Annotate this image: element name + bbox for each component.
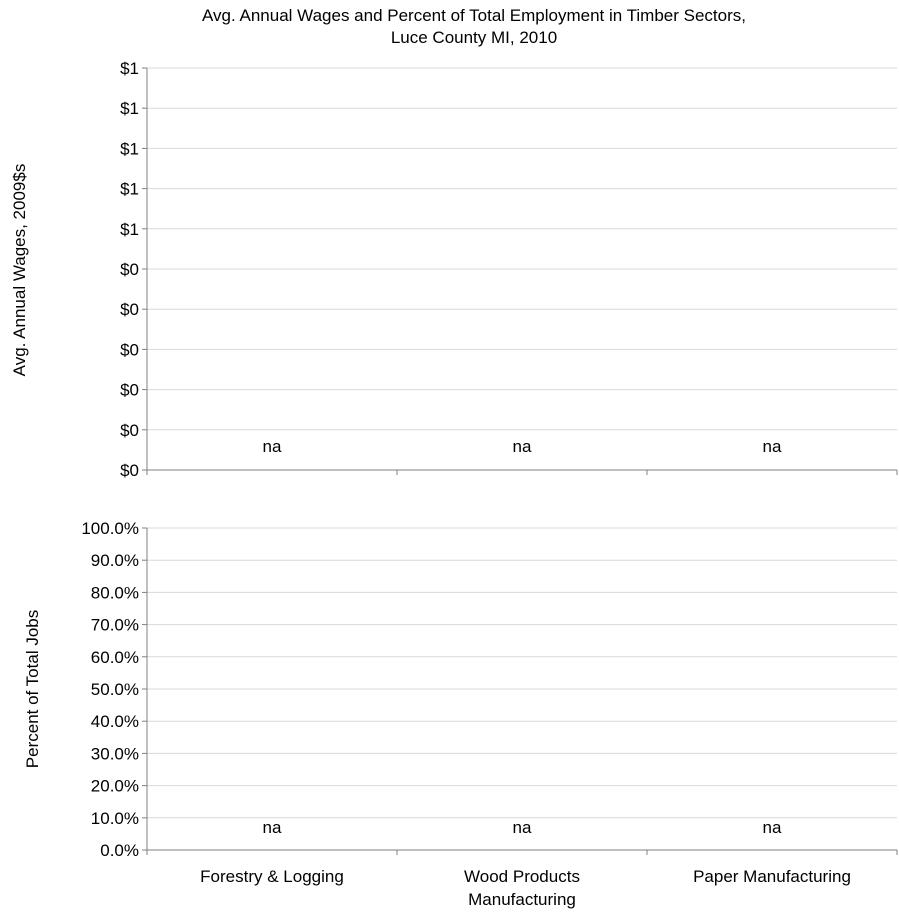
jobs-y-tick-label: 90.0% [91, 551, 139, 570]
jobs-panel: 0.0% 10.0% 20.0% 30.0% 40.0% 50.0% 60.0% 70.0% 8… [23, 519, 898, 909]
category-label: Wood Products [464, 867, 580, 886]
wages-y-tick-label: $1 [120, 139, 139, 158]
jobs-y-tick-label: 80.0% [91, 583, 139, 602]
jobs-y-tick-label: 20.0% [91, 777, 139, 796]
jobs-y-tick-labels: 0.0% 10.0% 20.0% 30.0% 40.0% 50.0% 60.0% 70.0% 8… [81, 519, 147, 860]
wages-data-labels: na na na [263, 437, 782, 456]
jobs-y-tick-label: 70.0% [91, 616, 139, 635]
jobs-y-tick-label: 10.0% [91, 809, 139, 828]
chart-subtitle: Luce County MI, 2010 [391, 28, 557, 47]
wages-data-label: na [763, 437, 782, 456]
jobs-data-label: na [263, 818, 282, 837]
wages-gridlines [147, 67, 897, 431]
jobs-y-tick-label: 30.0% [91, 744, 139, 763]
wages-y-axis-title: Avg. Annual Wages, 2009$s [10, 164, 29, 377]
wages-y-tick-label: $0 [120, 381, 139, 400]
wages-y-tick-label: $0 [120, 421, 139, 440]
category-label: Forestry & Logging [200, 867, 344, 886]
wages-y-tick-label: $0 [120, 461, 139, 480]
wages-y-tick-label: $0 [120, 300, 139, 319]
wages-data-label: na [513, 437, 532, 456]
wages-panel: $0 $0 $0 $0 $0 $0 $1 $1 $1 $1 $1 na na na Avg. Annua… [10, 59, 898, 480]
jobs-gridlines [147, 527, 897, 819]
jobs-y-axis-title: Percent of Total Jobs [23, 610, 42, 768]
category-axis-labels: Forestry & Logging Wood Products Manufactu… [200, 867, 851, 909]
jobs-data-label: na [513, 818, 532, 837]
wages-y-tick-label: $1 [120, 59, 139, 78]
jobs-y-tick-label: 40.0% [91, 712, 139, 731]
jobs-y-tick-label: 60.0% [91, 648, 139, 667]
chart-title: Avg. Annual Wages and Percent of Total E… [202, 6, 746, 25]
jobs-y-tick-label: 100.0% [81, 519, 139, 538]
wages-axes [146, 68, 898, 475]
category-label: Paper Manufacturing [693, 867, 851, 886]
wages-y-tick-label: $1 [120, 180, 139, 199]
jobs-data-labels: na na na [263, 818, 782, 837]
jobs-data-label: na [763, 818, 782, 837]
jobs-y-tick-label: 0.0% [100, 841, 139, 860]
wages-data-label: na [263, 437, 282, 456]
wages-y-tick-label: $0 [120, 340, 139, 359]
category-label: Manufacturing [468, 890, 576, 909]
wages-y-tick-label: $0 [120, 260, 139, 279]
jobs-y-tick-label: 50.0% [91, 680, 139, 699]
wages-y-tick-label: $1 [120, 99, 139, 118]
jobs-axes [146, 528, 898, 855]
wages-y-tick-label: $1 [120, 220, 139, 239]
wages-y-tick-labels: $0 $0 $0 $0 $0 $0 $1 $1 $1 $1 $1 [120, 59, 147, 480]
